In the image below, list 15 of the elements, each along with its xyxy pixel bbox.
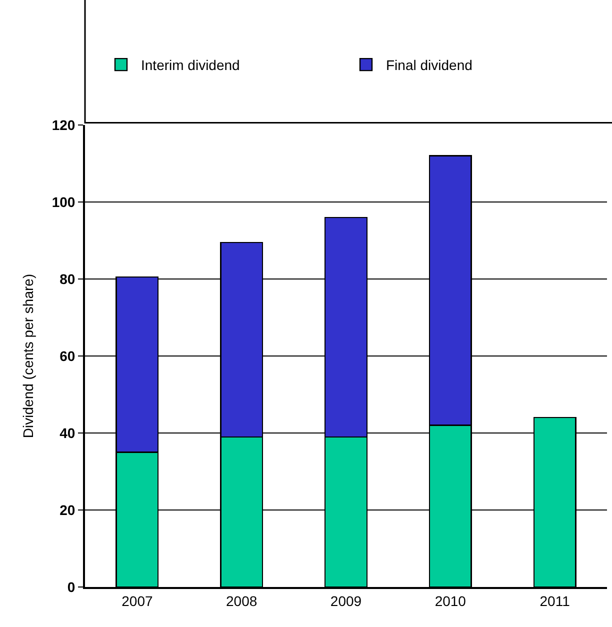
y-axis-title: Dividend (cents per share) (20, 274, 36, 438)
y-tick-label: 60 (60, 348, 76, 364)
y-tick-label: 0 (67, 578, 76, 595)
y-tick-label: 20 (60, 502, 76, 518)
x-tick-label: 2010 (434, 592, 466, 609)
y-tick-label: 40 (60, 424, 76, 441)
x-tick-label: 2008 (226, 592, 258, 609)
x-tick-label: 2007 (122, 592, 153, 609)
x-tick-label: 2011 (540, 592, 570, 609)
y-tick-label: 120 (52, 116, 76, 133)
y-tick-label: 80 (60, 270, 76, 287)
y-tick-label: 100 (52, 194, 76, 210)
legend-label: Final dividend (386, 57, 472, 73)
x-tick-label: 2009 (330, 592, 362, 609)
legend-label: Interim dividend (141, 57, 240, 73)
